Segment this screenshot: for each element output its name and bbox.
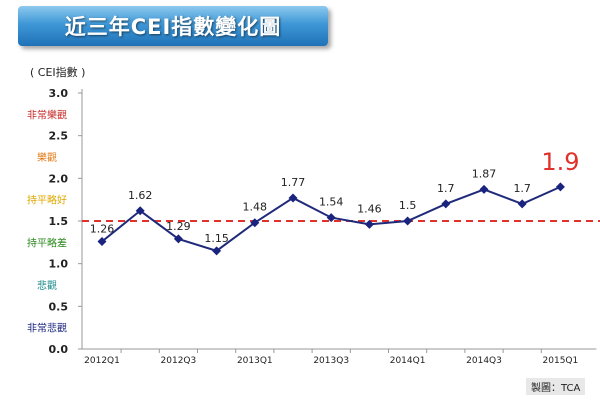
- data-point-marker: [212, 246, 222, 256]
- sentiment-label: 持平略差: [27, 236, 67, 249]
- data-label: 1.7: [437, 182, 455, 195]
- y-tick-label: 1.0: [49, 258, 69, 271]
- data-label: 1.29: [166, 220, 191, 233]
- data-label: 1.77: [281, 176, 306, 189]
- data-label: 1.87: [472, 167, 497, 180]
- data-point-marker: [135, 206, 145, 216]
- data-label: 1.15: [204, 232, 229, 245]
- data-point-marker: [555, 182, 565, 192]
- data-point-marker: [173, 234, 183, 244]
- data-label: 1.7: [513, 182, 531, 195]
- data-label: 1.46: [357, 202, 382, 215]
- x-tick-label: 2015Q1: [543, 356, 579, 366]
- data-point-marker: [517, 199, 527, 209]
- data-point-marker: [288, 193, 298, 203]
- chart-title-banner: 近三年CEI指數變化圖: [18, 6, 328, 46]
- x-tick-label: 2013Q3: [313, 356, 349, 366]
- x-tick-label: 2014Q3: [466, 356, 502, 366]
- y-axis-unit-label: ( CEI指數 ): [30, 66, 86, 79]
- data-label: 1.54: [319, 196, 344, 209]
- highlight-data-label: 1.9: [541, 148, 579, 176]
- sentiment-label: 樂觀: [37, 151, 57, 164]
- x-tick-label: 2012Q1: [84, 356, 120, 366]
- data-label: 1.5: [399, 199, 417, 212]
- source-note: 製圖：TCA: [526, 378, 586, 395]
- x-tick-label: 2014Q1: [390, 356, 426, 366]
- data-label: 1.62: [128, 189, 153, 202]
- y-tick-label: 0.5: [49, 300, 69, 313]
- sentiment-label: 非常樂觀: [27, 108, 67, 121]
- data-point-marker: [403, 216, 413, 226]
- sentiment-label: 悲觀: [37, 279, 57, 292]
- data-label: 1.26: [90, 222, 115, 235]
- y-tick-label: 1.5: [49, 215, 69, 228]
- data-point-marker: [97, 236, 107, 246]
- data-point-marker: [250, 218, 260, 228]
- data-point-marker: [326, 213, 336, 223]
- y-tick-label: 0.0: [49, 343, 69, 356]
- data-point-marker: [364, 219, 374, 229]
- y-tick-label: 2.0: [49, 172, 69, 185]
- data-label: 1.48: [243, 201, 268, 214]
- data-point-marker: [479, 184, 489, 194]
- x-tick-label: 2012Q3: [161, 356, 197, 366]
- data-point-marker: [441, 199, 451, 209]
- sentiment-label: 非常悲觀: [27, 322, 67, 335]
- y-tick-label: 2.5: [49, 130, 69, 143]
- sentiment-label: 持平略好: [27, 194, 67, 207]
- y-tick-label: 3.0: [49, 87, 69, 100]
- chart-title: 近三年CEI指數變化圖: [64, 15, 282, 39]
- x-tick-label: 2013Q1: [237, 356, 273, 366]
